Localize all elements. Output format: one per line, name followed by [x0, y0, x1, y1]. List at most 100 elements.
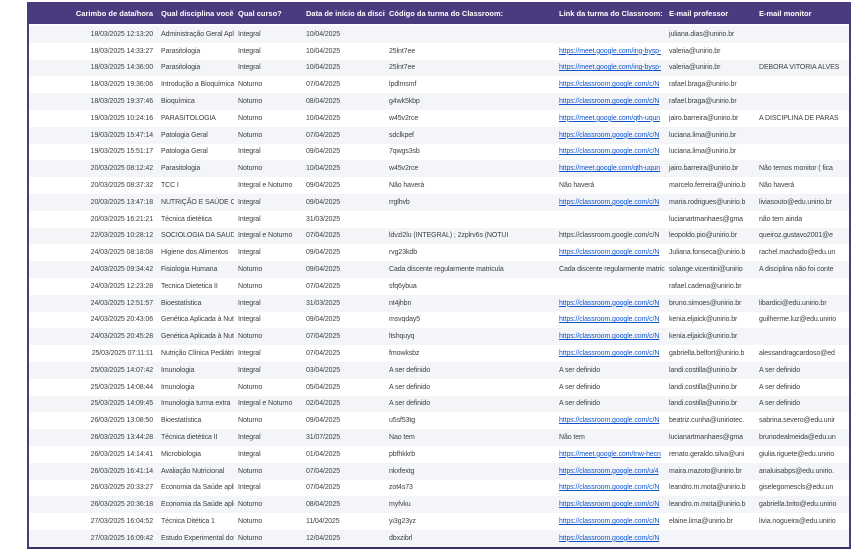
class-link-cell: A ser definido: [555, 361, 665, 379]
monitor-email-cell: giselegomescls@edu.un: [755, 479, 849, 497]
course-cell: Noturno: [234, 76, 302, 94]
class-link-url[interactable]: https://meet.google.com/ing-bysp-: [555, 42, 665, 60]
timestamp-cell: 25/03/2025 14:09:45: [29, 395, 157, 413]
class-link-url[interactable]: https://classroom.google.com/c/N: [555, 529, 665, 547]
course-cell: Noturno: [234, 513, 302, 530]
class-link-url[interactable]: https://classroom.google.com/c/N: [555, 311, 665, 329]
prof-email-cell: landi.costilla@unirio.br: [665, 395, 755, 413]
class-link-url[interactable]: https://meet.google.com/ing-bysp-: [555, 59, 665, 77]
start-date-cell: 09/04/2025: [302, 412, 385, 430]
monitor-email-cell: DEBORA VITORIA ALVES: [755, 59, 849, 77]
start-date-cell: 10/04/2025: [302, 42, 385, 60]
table-row: 25/03/2025 14:07:42 Imunologia Integral …: [29, 361, 849, 379]
prof-email-cell: leandro.m.mota@unirio.b: [665, 496, 755, 514]
timestamp-cell: 26/03/2025 16:41:14: [29, 462, 157, 480]
timestamp-cell: 26/03/2025 13:44:28: [29, 429, 157, 446]
class-link-url[interactable]: https://classroom.google.com/c/N: [555, 412, 665, 430]
table-row: 26/03/2025 13:08:50 Bioestatística Notur…: [29, 412, 849, 430]
class-link-url[interactable]: https://classroom.google.com/c/N: [555, 143, 665, 161]
column-header-course: Qual curso?: [234, 2, 302, 26]
class-link-url[interactable]: https://classroom.google.com/c/N: [555, 244, 665, 262]
course-cell: Integral: [234, 143, 302, 161]
discipline-cell: SOCIOLOGIA DA SAUDE: [157, 227, 234, 245]
class-link-url[interactable]: https://classroom.google.com/c/N: [555, 345, 665, 362]
table-row: 19/03/2025 15:51:17 Patologia Geral Inte…: [29, 143, 849, 161]
column-header-timestamp: Carimbo de data/hora: [29, 2, 157, 26]
class-link-url[interactable]: https://classroom.google.com/c/N: [555, 294, 665, 312]
class-code-cell: ldvzl2lu (INTEGRAL) ; 2zplrv6s (NOTUI: [385, 227, 555, 245]
start-date-cell: 05/04/2025: [302, 378, 385, 396]
prof-email-cell: renato.geraldo.silva@uni: [665, 445, 755, 463]
table-row: 27/03/2025 16:09:42 Estudo Experimental …: [29, 529, 849, 547]
prof-email-cell: lucianartmanhaes@gma: [665, 429, 755, 446]
course-cell: Integral: [234, 42, 302, 60]
class-link-url[interactable]: https://classroom.google.com/c/N: [555, 126, 665, 144]
class-link-url[interactable]: https://meet.google.com/qth-uqun: [555, 160, 665, 178]
course-cell: Integral e Noturno: [234, 177, 302, 194]
class-code-cell: Não haverá: [385, 177, 555, 194]
table-row: 26/03/2025 20:33:27 Economia da Saúde ap…: [29, 479, 849, 497]
start-date-cell: 01/04/2025: [302, 445, 385, 463]
class-code-cell: fmowksbz: [385, 345, 555, 362]
class-code-cell: rrglhvb: [385, 193, 555, 211]
prof-email-cell: elaine.lima@unirio.br: [665, 513, 755, 530]
class-link-url[interactable]: https://meet.google.com/tnw-hecn: [555, 445, 665, 463]
start-date-cell: 07/04/2025: [302, 227, 385, 245]
start-date-cell: 09/04/2025: [302, 177, 385, 194]
start-date-cell: 03/04/2025: [302, 361, 385, 379]
prof-email-cell: marcelo.ferreira@unirio.b: [665, 177, 755, 194]
prof-email-cell: kenia.eljaick@unirio.br: [665, 328, 755, 346]
start-date-cell: 09/04/2025: [302, 244, 385, 262]
table-row: 26/03/2025 13:44:28 Técnica dietética II…: [29, 429, 849, 446]
start-date-cell: 09/04/2025: [302, 143, 385, 161]
timestamp-cell: 24/03/2025 08:18:08: [29, 244, 157, 262]
class-code-cell: yi3g23yz: [385, 513, 555, 530]
course-cell: Noturno: [234, 378, 302, 396]
timestamp-cell: 25/03/2025 14:08:44: [29, 378, 157, 396]
class-code-cell: myfvku: [385, 496, 555, 514]
class-link-url[interactable]: https://classroom.google.com/c/N: [555, 496, 665, 514]
class-link-url[interactable]: https://meet.google.com/qth-uqun: [555, 109, 665, 127]
class-code-cell: Nao tem: [385, 429, 555, 446]
monitor-email-cell: liviasouto@edu.unirio.br: [755, 193, 849, 211]
prof-email-cell: solange.vicentini@unirio: [665, 261, 755, 278]
timestamp-cell: 24/03/2025 12:23:28: [29, 277, 157, 295]
course-cell: Noturno: [234, 462, 302, 480]
class-code-cell: Cada discente regularmente matricula: [385, 261, 555, 278]
timestamp-cell: 18/03/2025 12:13:20: [29, 25, 157, 43]
column-header-class-link: Link da turma do Classroom:: [555, 2, 665, 26]
monitor-email-cell: A ser definido: [755, 361, 849, 379]
class-link-url[interactable]: https://classroom.google.com/c/N: [555, 328, 665, 346]
timestamp-cell: 18/03/2025 14:36:00: [29, 59, 157, 77]
timestamp-cell: 22/03/2025 10:28:12: [29, 227, 157, 245]
course-cell: Noturno: [234, 277, 302, 295]
monitor-email-cell: A DISCIPLINA DE PARAS: [755, 109, 849, 127]
monitor-email-cell: giulia.riguete@edu.unirio: [755, 445, 849, 463]
timestamp-cell: 19/03/2025 15:51:17: [29, 143, 157, 161]
class-code-cell: nt4jhbn: [385, 294, 555, 312]
course-cell: Integral: [234, 210, 302, 228]
class-link-cell: https://classroom.google.com/c/N: [555, 227, 665, 245]
class-link-url[interactable]: https://classroom.google.com/c/N: [555, 513, 665, 530]
class-link-url[interactable]: https://classroom.google.com/c/N: [555, 479, 665, 497]
timestamp-cell: 25/03/2025 07:11:11: [29, 345, 157, 362]
table-row: 24/03/2025 08:18:08 Higiene dos Alimento…: [29, 244, 849, 262]
prof-email-cell: bruno.simoes@unirio.br: [665, 294, 755, 312]
start-date-cell: 07/04/2025: [302, 345, 385, 362]
discipline-cell: Bioquímica: [157, 93, 234, 110]
class-link-url[interactable]: https://classroom.google.com/c/N: [555, 193, 665, 211]
timestamp-cell: 27/03/2025 16:04:52: [29, 513, 157, 530]
discipline-cell: Imunologia: [157, 361, 234, 379]
prof-email-cell: valeria@unirio.br: [665, 59, 755, 77]
course-cell: Integral e Noturno: [234, 395, 302, 413]
course-cell: Integral: [234, 59, 302, 77]
monitor-email-cell: queiroz.gustavo2001@e: [755, 227, 849, 245]
class-link-url[interactable]: https://classroom.google.com/c/N: [555, 76, 665, 94]
course-cell: Integral: [234, 294, 302, 312]
class-link-url[interactable]: https://classroom.google.com/u/4: [555, 462, 665, 480]
course-cell: Noturno: [234, 93, 302, 110]
class-link-url[interactable]: https://classroom.google.com/c/N: [555, 93, 665, 110]
table-row: 19/03/2025 15:47:14 Patologia Geral Notu…: [29, 126, 849, 144]
class-code-cell: dbxzibrl: [385, 529, 555, 547]
class-link-cell: [555, 210, 665, 228]
